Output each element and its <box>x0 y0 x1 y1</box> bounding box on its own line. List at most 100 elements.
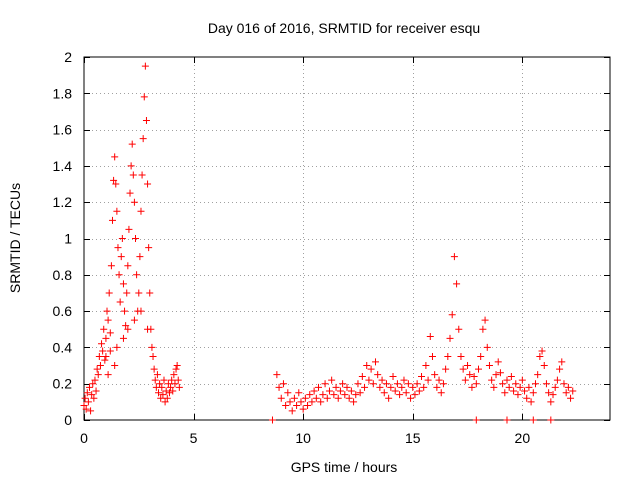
data-point <box>284 389 292 397</box>
data-point <box>442 365 450 373</box>
data-point <box>475 365 482 373</box>
tick-marks <box>84 57 610 421</box>
y-tick-label: 0.4 <box>53 339 73 355</box>
data-point <box>527 398 535 406</box>
data-point <box>149 352 157 360</box>
y-tick-label: 0.2 <box>53 376 73 392</box>
data-point <box>124 325 132 333</box>
data-point <box>523 394 531 402</box>
data-point <box>485 362 493 370</box>
data-point <box>132 235 140 242</box>
data-point <box>144 180 152 188</box>
data-point <box>521 387 529 395</box>
data-point <box>363 362 371 370</box>
data-point <box>494 358 502 366</box>
data-point <box>424 376 432 384</box>
data-point <box>450 253 458 261</box>
data-point <box>146 289 154 297</box>
data-point <box>91 376 99 384</box>
data-point <box>361 383 369 391</box>
data-point <box>415 387 423 395</box>
data-point <box>472 416 480 424</box>
data-point <box>103 307 111 315</box>
data-point <box>125 225 133 233</box>
data-point <box>505 383 513 391</box>
data-point <box>393 380 401 388</box>
data-point <box>108 216 116 224</box>
data-point <box>398 383 406 391</box>
data-point <box>321 380 329 388</box>
data-point <box>170 371 178 379</box>
data-point <box>531 380 539 388</box>
x-tick-label: 10 <box>295 430 311 446</box>
data-point <box>85 383 93 391</box>
data-point <box>328 376 336 384</box>
data-point <box>173 362 181 370</box>
data-point <box>420 383 428 391</box>
data-point <box>122 322 130 330</box>
data-point <box>83 389 91 397</box>
data-point <box>461 376 469 384</box>
data-point <box>268 416 276 424</box>
data-point <box>162 387 170 395</box>
data-point <box>317 398 325 406</box>
y-tick-label: 1 <box>64 231 72 247</box>
data-point <box>510 387 518 395</box>
y-tick-label: 1.8 <box>53 85 73 101</box>
data-point <box>562 389 570 397</box>
data-point <box>96 362 104 370</box>
data-point <box>273 371 281 379</box>
data-point <box>428 352 436 360</box>
data-point <box>437 389 445 397</box>
data-point <box>569 387 577 395</box>
data-point <box>159 391 167 399</box>
data-point <box>306 391 314 399</box>
data-point <box>113 343 121 351</box>
grid-lines <box>84 57 610 420</box>
data-point <box>137 207 145 215</box>
data-point <box>525 383 533 391</box>
data-point <box>153 371 161 379</box>
data-point <box>367 365 375 373</box>
data-point <box>470 372 478 380</box>
data-point <box>536 352 544 360</box>
data-point <box>293 401 301 409</box>
data-point <box>282 401 290 409</box>
data-point <box>286 398 294 406</box>
y-tick-label: 1.2 <box>53 194 73 210</box>
data-point <box>431 371 439 379</box>
data-point <box>549 391 557 399</box>
x-axis-label: GPS time / hours <box>291 459 398 475</box>
data-point <box>334 394 342 402</box>
data-point <box>560 380 568 388</box>
data-point <box>315 383 323 391</box>
data-point <box>358 372 366 380</box>
data-point <box>93 365 101 373</box>
data-point <box>422 362 430 370</box>
data-point <box>323 394 331 402</box>
data-point <box>439 380 447 388</box>
data-point <box>435 376 443 384</box>
data-point <box>299 405 307 413</box>
data-point <box>325 387 333 395</box>
data-point <box>503 416 511 424</box>
data-point <box>490 383 498 391</box>
data-point <box>312 394 320 402</box>
data-point <box>277 394 285 402</box>
data-point <box>82 405 90 413</box>
data-point <box>84 398 92 406</box>
data-point <box>123 289 131 297</box>
data-point <box>516 383 524 391</box>
data-point <box>118 235 126 242</box>
data-point <box>102 352 110 360</box>
data-point <box>479 325 487 333</box>
data-point <box>512 380 520 388</box>
data-point <box>92 387 100 395</box>
data-point <box>98 340 106 348</box>
data-point <box>472 380 480 388</box>
data-point <box>426 333 434 341</box>
data-point <box>161 398 169 406</box>
data-point <box>374 371 382 379</box>
x-tick-label: 20 <box>515 430 531 446</box>
data-point <box>110 176 118 184</box>
